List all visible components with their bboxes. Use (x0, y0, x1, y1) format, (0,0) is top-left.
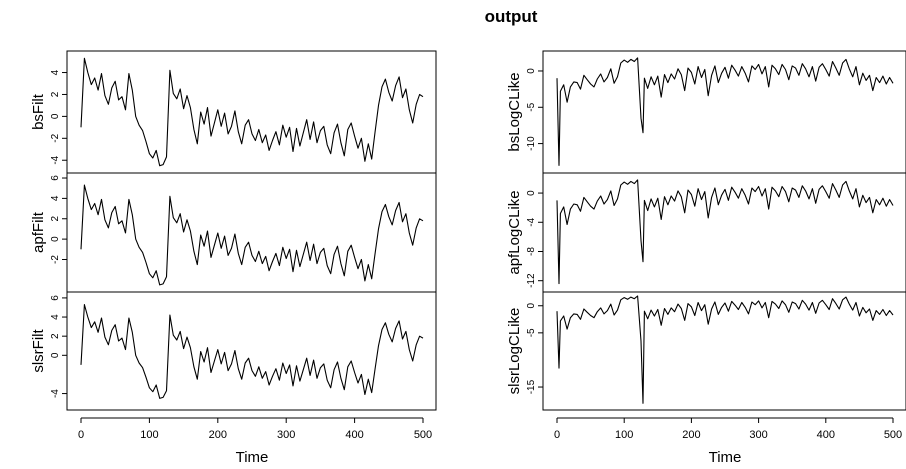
y-tick-label: 0 (526, 68, 537, 74)
y-axis-label: apfLogCLike (506, 190, 523, 274)
left-panel-3: -4 0 2 4 6 slsrFilt (30, 291, 437, 411)
series-line (556, 57, 894, 166)
panel-frame (66, 172, 437, 293)
y-axis-label: apfFilt (30, 211, 47, 253)
y-tick-label: -4 (526, 217, 537, 226)
y-tick-label: 2 (50, 216, 61, 222)
y-tick-label: -4 (50, 389, 61, 398)
y-tick-label: 0 (526, 303, 537, 309)
y-tick-label: 4 (50, 195, 61, 201)
x-axis-label: Time (236, 449, 269, 466)
y-axis-label: slsrFilt (30, 329, 47, 373)
y-tick-label: 4 (50, 69, 61, 75)
y-tick-label: 0 (50, 352, 61, 358)
panel-frame (542, 291, 906, 411)
right-chart: -10-50bsLogCLike-12-8-40apfLogCLike-15-5… (506, 50, 906, 466)
x-tick-label: 200 (209, 429, 227, 441)
y-axis-label: bsFilt (30, 93, 47, 130)
chart-title: output (485, 7, 538, 26)
y-tick-label: -5 (526, 102, 537, 111)
charts-area: -4-2024bsFilt-20246apfFilt-40246slsrFilt… (30, 50, 906, 466)
series-line (556, 179, 894, 285)
series-line (556, 295, 894, 404)
x-axis-label: Time (709, 449, 742, 466)
y-tick-label: 6 (50, 175, 61, 181)
y-tick-label: 2 (50, 91, 61, 97)
x-tick-label: 500 (414, 429, 432, 441)
series-line (80, 184, 424, 286)
y-tick-label: 2 (50, 333, 61, 339)
y-tick-label: -5 (526, 328, 537, 337)
panel-frame (66, 50, 437, 174)
y-tick-label: 0 (526, 190, 537, 196)
y-axis-label: bsLogCLike (506, 72, 523, 151)
x-tick-label: 100 (615, 429, 633, 441)
series-line (80, 304, 424, 399)
panel-frame (66, 291, 437, 411)
x-tick-label: 200 (682, 429, 700, 441)
x-tick-label: 300 (277, 429, 295, 441)
x-tick-label: 0 (78, 429, 84, 441)
series-line (80, 57, 424, 167)
x-tick-label: 400 (345, 429, 363, 441)
x-tick-label: 300 (749, 429, 767, 441)
left-panel-1: -4 -2 0 2 4 bsFilt (30, 50, 437, 174)
x-tick-label: 0 (554, 429, 560, 441)
y-tick-label: 6 (50, 295, 61, 301)
y-tick-label: -2 (50, 255, 61, 264)
left-panel-2: -2 0 2 4 6 apfFilt (30, 172, 437, 293)
y-tick-label: 4 (50, 314, 61, 320)
y-axis-label: slsrLogCLike (506, 308, 523, 395)
x-tick-label: 500 (884, 429, 902, 441)
x-tick-label: 400 (817, 429, 835, 441)
y-tick-label: -2 (50, 133, 61, 142)
y-tick-label: -8 (526, 247, 537, 256)
x-tick-label: 100 (140, 429, 158, 441)
y-tick-label: 0 (50, 236, 61, 242)
y-tick-label: -4 (50, 155, 61, 164)
left-chart: -4-2024bsFilt-20246apfFilt-40246slsrFilt… (30, 50, 437, 466)
panel-frame (542, 50, 906, 174)
y-tick-label: -10 (526, 136, 537, 151)
y-tick-label: -15 (526, 379, 537, 394)
y-tick-label: -12 (526, 273, 537, 288)
y-tick-label: 0 (50, 113, 61, 119)
